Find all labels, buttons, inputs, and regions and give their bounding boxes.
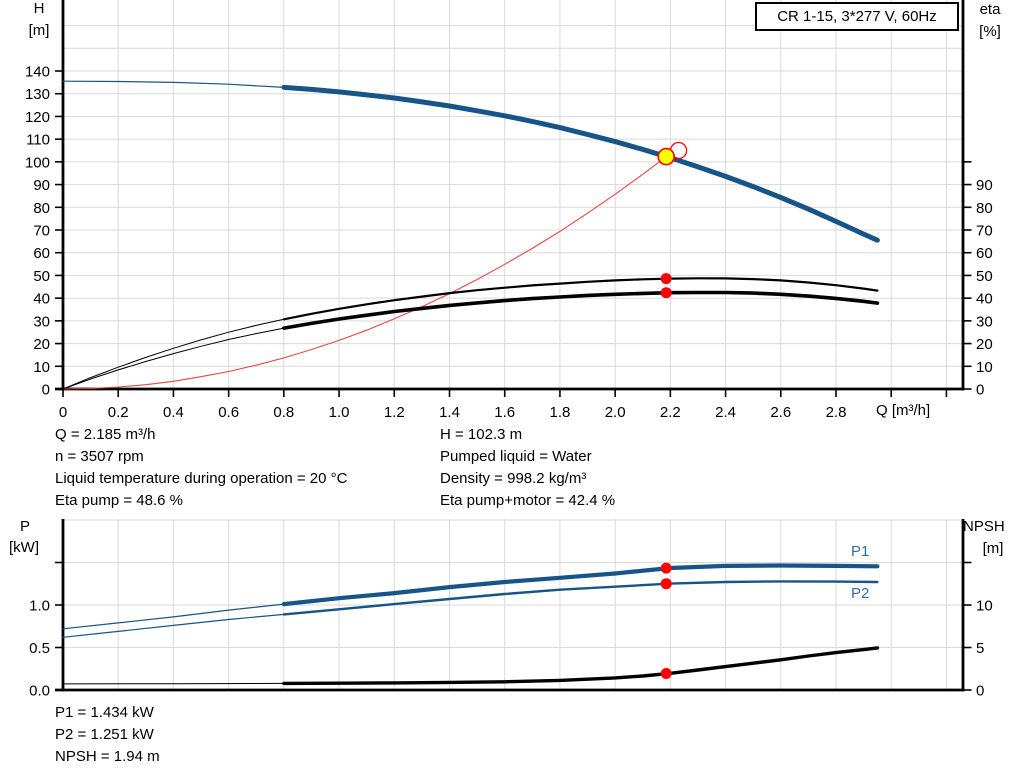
left-tick-label: 90 <box>33 177 50 194</box>
npsh-duty-dot <box>660 668 672 679</box>
left-tick-label: 40 <box>33 291 50 308</box>
head-curve <box>281 84 880 243</box>
left-tick-label: 130 <box>25 86 50 103</box>
eta-pump-curve <box>282 277 879 321</box>
bottom-left-axis-title: P <box>19 518 30 535</box>
left-tick-label: 140 <box>25 64 50 81</box>
pump-model-box: CR 1-15, 3*277 V, 60Hz <box>755 2 959 31</box>
eta-pump-motor-text: Eta pump+motor = 42.4 % <box>440 492 616 509</box>
left-tick-label: 0.0 <box>29 683 50 700</box>
x-tick-label: 0 <box>59 404 67 421</box>
top-left-axis-unit: [m] <box>28 22 50 39</box>
density-text: Density = 998.2 kg/m³ <box>440 470 587 487</box>
right-tick-label: 20 <box>976 336 993 353</box>
right-tick-label: 0 <box>976 382 984 399</box>
right-tick-label: 70 <box>976 223 993 240</box>
eta-pump-motor-curve <box>282 290 880 330</box>
npsh-value-text: NPSH = 1.94 m <box>55 748 160 765</box>
p1-curve-label: P1 <box>851 543 870 560</box>
x-tick-label: 1.8 <box>549 404 570 421</box>
right-tick-label: 40 <box>976 291 993 308</box>
left-tick-label: 100 <box>25 154 50 171</box>
p2-value-text: P2 = 1.251 kW <box>55 726 154 743</box>
x-tick-label: 2.4 <box>715 404 736 421</box>
eta-pump-text: Eta pump = 48.6 % <box>55 492 183 509</box>
bottom-right-axis-unit: [m] <box>982 540 1004 557</box>
x-tick-label: 2.2 <box>660 404 681 421</box>
top-left-axis-title: H <box>33 0 45 17</box>
head-efficiency-chart: 0 10 20 30 40 50 60 70 80 90 100 110 120 130 140 0 10 20 3… <box>25 0 993 421</box>
p2-duty-dot <box>660 578 672 590</box>
left-tick-label: 120 <box>25 109 50 126</box>
right-tick-label: 10 <box>976 598 993 615</box>
bottom-left-axis-unit: [kW] <box>9 539 39 556</box>
top-right-axis-title: eta <box>979 1 1001 18</box>
eta-pump-curve-thin <box>62 318 285 390</box>
p1-value-text: P1 = 1.434 kW <box>55 704 154 721</box>
left-tick-label: 60 <box>33 245 50 262</box>
x-tick-label: 2.6 <box>770 404 791 421</box>
eta-pump-duty-dot <box>660 273 672 285</box>
x-tick-label: 2.8 <box>826 404 847 421</box>
left-tick-label: 0.5 <box>29 640 50 657</box>
x-tick-label: 1.6 <box>494 404 515 421</box>
top-right-axis-unit: [%] <box>979 23 1001 40</box>
duty-head-text: H = 102.3 m <box>440 426 523 443</box>
x-axis-title: Q [m³/h] <box>876 402 931 419</box>
right-tick-label: 80 <box>976 200 993 217</box>
duty-point <box>657 147 676 166</box>
right-tick-label: 50 <box>976 268 993 285</box>
system-curve <box>62 156 667 390</box>
eta-pump-motor-curve-thin <box>62 327 285 390</box>
power-npsh-chart: 0.0 0.5 1.0 0 5 10 <box>29 519 993 700</box>
x-tick-label: 0.8 <box>273 404 294 421</box>
duty-speed-text: n = 3507 rpm <box>55 448 144 465</box>
p1-curve <box>281 563 880 607</box>
left-tick-label: 50 <box>33 268 50 285</box>
x-tick-label: 0.2 <box>108 404 129 421</box>
eta-pump-motor-duty-dot <box>660 287 672 299</box>
x-tick-label: 0.6 <box>218 404 239 421</box>
right-tick-label: 5 <box>976 640 984 657</box>
npsh-curve-thin <box>62 682 285 685</box>
liquid-temp-text: Liquid temperature during operation = 20… <box>55 470 348 487</box>
x-tick-label: 0.4 <box>163 404 184 421</box>
right-tick-label: 0 <box>976 683 984 700</box>
duty-flow-text: Q = 2.185 m³/h <box>55 426 156 443</box>
right-tick-label: 90 <box>976 177 993 194</box>
head-curve-thin <box>62 80 285 89</box>
right-tick-label: 10 <box>976 359 993 376</box>
npsh-curve <box>282 646 880 686</box>
x-tick-label: 1.0 <box>329 404 350 421</box>
bottom-right-axis-title: NPSH <box>963 518 1005 535</box>
left-tick-label: 30 <box>33 313 50 330</box>
right-tick-label: 30 <box>976 313 993 330</box>
left-tick-label: 70 <box>33 223 50 240</box>
pumped-liquid-text: Pumped liquid = Water <box>440 448 592 465</box>
x-tick-label: 1.4 <box>439 404 460 421</box>
left-tick-label: 10 <box>33 359 50 376</box>
right-tick-label: 60 <box>976 245 993 262</box>
left-tick-label: 1.0 <box>29 598 50 615</box>
p2-curve-thin <box>62 613 285 638</box>
x-tick-label: 2.0 <box>605 404 626 421</box>
p1-curve-thin <box>62 603 285 630</box>
p2-curve <box>282 580 879 616</box>
left-tick-label: 0 <box>42 382 50 399</box>
left-tick-label: 110 <box>26 132 50 149</box>
left-tick-label: 20 <box>33 336 50 353</box>
left-tick-label: 80 <box>33 200 50 217</box>
p2-curve-label: P2 <box>851 585 870 602</box>
p1-duty-dot <box>660 562 672 574</box>
x-tick-label: 1.2 <box>384 404 405 421</box>
